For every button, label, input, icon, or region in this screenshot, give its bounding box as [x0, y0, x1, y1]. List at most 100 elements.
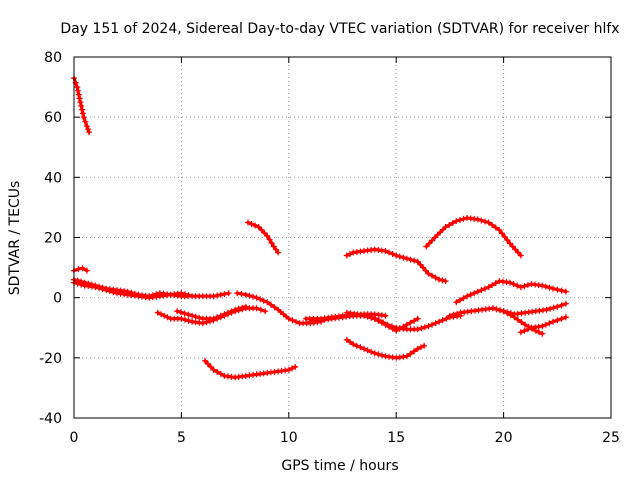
data-point [421, 324, 428, 331]
x-tick-label: 15 [387, 430, 405, 446]
data-point [532, 327, 539, 334]
x-tick-label: 5 [177, 430, 186, 446]
data-series-seg-12 [343, 309, 464, 333]
data-point [242, 303, 249, 310]
data-point [74, 84, 81, 91]
data-point [539, 330, 546, 337]
data-point [74, 280, 81, 287]
data-point [174, 308, 181, 315]
data-point [542, 321, 549, 328]
data-point [429, 237, 435, 244]
data-point [210, 315, 217, 322]
data-point [264, 233, 271, 239]
y-tick-label: 80 [44, 50, 62, 66]
data-point [421, 342, 428, 349]
data-series-seg-14 [343, 246, 449, 285]
data-point [384, 321, 391, 328]
data-point [248, 221, 255, 227]
data-point [485, 284, 492, 291]
x-tick-label: 20 [495, 430, 513, 446]
x-tick-label: 10 [280, 430, 298, 446]
y-axis-title: SDTVAR / TECUs [7, 181, 23, 296]
data-point [489, 282, 496, 289]
y-tick-label: 40 [44, 170, 62, 186]
data-point [439, 277, 446, 284]
data-point [343, 336, 350, 343]
data-point [154, 309, 161, 316]
data-series-seg-16 [446, 300, 569, 319]
data-series-seg-6 [174, 303, 249, 322]
data-point [382, 312, 389, 319]
data-point [257, 296, 264, 303]
data-point [460, 215, 467, 222]
data-point [372, 315, 379, 322]
data-point [562, 314, 569, 321]
data-point [414, 315, 421, 322]
data-point [164, 314, 171, 321]
data-point [429, 272, 435, 279]
data-series-seg-17 [453, 278, 569, 306]
data-point [496, 227, 503, 233]
data-point [75, 91, 82, 98]
data-point [514, 282, 521, 289]
data-point [353, 342, 360, 349]
data-point [82, 118, 89, 125]
data-point [246, 292, 253, 299]
data-point [388, 323, 395, 330]
data-point [524, 282, 531, 289]
data-point [158, 311, 164, 318]
data-point [80, 114, 87, 121]
data-point [386, 249, 392, 256]
data-point [202, 357, 208, 364]
data-point [515, 249, 522, 256]
data-point [99, 286, 106, 293]
x-tick-label: 25 [602, 430, 620, 446]
data-series-seg-4 [71, 279, 191, 301]
data-point [403, 255, 410, 262]
data-point [478, 217, 485, 224]
data-point [450, 311, 457, 318]
y-tick-label: -40 [39, 411, 62, 427]
data-point [83, 123, 90, 130]
data-point [411, 257, 418, 264]
data-point [285, 315, 292, 322]
data-point [347, 339, 353, 345]
data-point [382, 248, 389, 254]
data-point [501, 233, 508, 240]
data-point [446, 222, 453, 228]
data-point [453, 299, 460, 306]
grid [74, 57, 611, 418]
data-point [192, 313, 199, 320]
data-point [400, 254, 407, 261]
y-tick-label: 20 [44, 231, 62, 247]
data-point [432, 274, 439, 281]
data-point [79, 265, 86, 272]
data-point [242, 291, 249, 298]
data-point [517, 329, 524, 336]
data-point [79, 106, 86, 113]
data-point [253, 305, 260, 312]
data-point [214, 292, 221, 299]
data-point [546, 320, 553, 327]
data-series-seg-15 [423, 214, 524, 259]
data-point [414, 345, 421, 352]
data-point [478, 287, 485, 294]
data-point [262, 308, 269, 315]
data-point [521, 283, 528, 290]
data-point [252, 222, 259, 229]
data-point [558, 287, 565, 294]
data-point [271, 304, 278, 311]
data-point [182, 316, 188, 323]
data-point [75, 87, 81, 94]
data-point [550, 304, 557, 311]
data-point [83, 267, 90, 274]
data-point [509, 243, 516, 250]
data-point [542, 283, 549, 290]
data-point [232, 306, 239, 313]
data-point [474, 288, 481, 295]
data-point [510, 281, 517, 288]
data-point [393, 252, 400, 259]
data-point [443, 315, 450, 322]
data-point [417, 344, 424, 351]
data-point [562, 300, 569, 307]
